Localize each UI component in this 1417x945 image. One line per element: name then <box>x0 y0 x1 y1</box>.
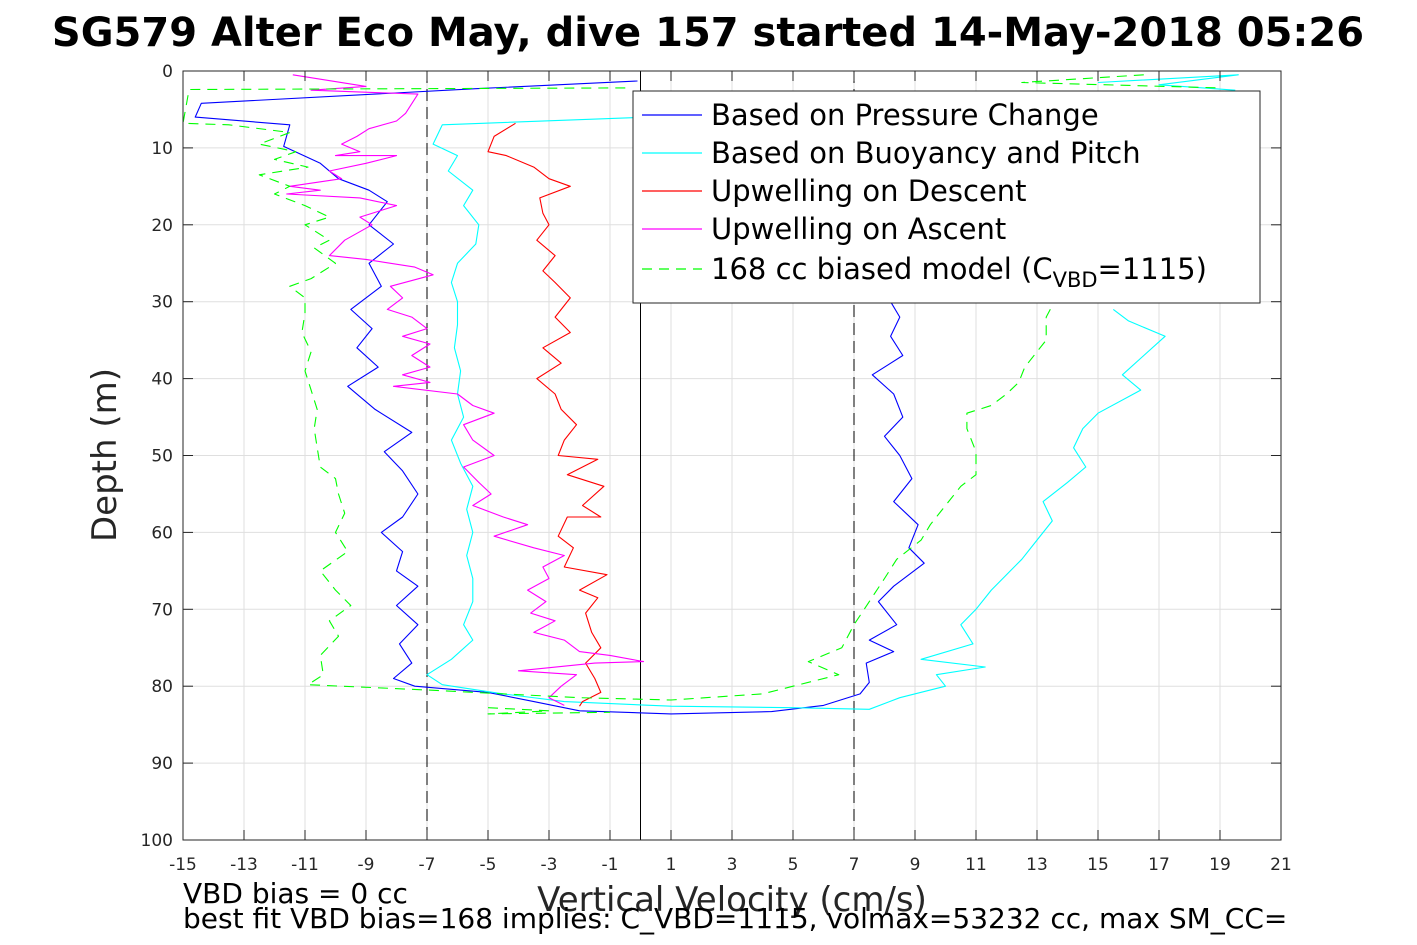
series-line-1 <box>426 116 1166 710</box>
y-tick-label: 40 <box>151 370 173 390</box>
legend: Based on Pressure Change Based on Buoyanc… <box>632 90 1261 304</box>
series-line-4 <box>286 74 645 706</box>
x-tick-label: -3 <box>541 855 558 875</box>
series-line-3 <box>487 122 608 707</box>
y-tick-label: 10 <box>151 139 173 159</box>
series-layer <box>183 74 1239 715</box>
y-tick-label: 90 <box>151 754 173 774</box>
vbd-bias-annotation: VBD bias = 0 cc <box>183 877 408 910</box>
x-tick-label: 19 <box>1209 855 1231 875</box>
x-tick-label: 11 <box>965 855 987 875</box>
x-tick-label: 1 <box>666 855 677 875</box>
x-tick-label: 7 <box>849 855 860 875</box>
y-tick-label: 60 <box>151 523 173 543</box>
x-tick-label: -7 <box>419 855 436 875</box>
y-tick-label: 0 <box>162 62 173 82</box>
x-tick-label: 17 <box>1148 855 1170 875</box>
legend-label-3: Upwelling on Ascent <box>711 212 1006 246</box>
legend-label-text: Upwelling on Ascent <box>711 212 1006 246</box>
axis-ticks <box>182 70 1282 841</box>
y-axis-label: Depth (m) <box>85 368 125 542</box>
x-tick-label: -5 <box>480 855 497 875</box>
legend-label-4: 168 cc biased model (CVBD=1115) <box>711 252 1207 292</box>
legend-label-text: Based on Pressure Change <box>711 98 1099 132</box>
x-tick-label: 5 <box>788 855 799 875</box>
x-tick-label: -15 <box>169 855 197 875</box>
tick-labels: -15 -13 -11 -9 -7 -5 -3 -1 1 3 5 7 9 11 13 15 17 19 210102… <box>141 62 1292 875</box>
x-tick-label: -11 <box>291 855 319 875</box>
chart-title: SG579 Alter Eco May, dive 157 started 14… <box>52 10 1364 56</box>
legend-label-2: Upwelling on Descent <box>711 174 1027 208</box>
x-tick-label: 15 <box>1087 855 1109 875</box>
x-tick-label: -9 <box>358 855 375 875</box>
y-tick-label: 50 <box>151 447 173 467</box>
legend-label-suffix: =1115) <box>1098 252 1207 286</box>
x-tick-label: 9 <box>910 855 921 875</box>
legend-label-subscript: VBD <box>1053 268 1098 292</box>
legend-label-1: Based on Buoyancy and Pitch <box>711 136 1141 170</box>
legend-label-0: Based on Pressure Change <box>711 98 1099 132</box>
series-line-6 <box>1021 74 1221 89</box>
y-tick-label: 70 <box>151 600 173 620</box>
x-tick-label: 3 <box>727 855 738 875</box>
x-tick-label: 13 <box>1026 855 1048 875</box>
x-axis-label: Vertical Velocity (cm/s) <box>537 880 927 920</box>
x-tick-label: 21 <box>1270 855 1292 875</box>
x-tick-label: -1 <box>602 855 619 875</box>
x-tick-label: -13 <box>230 855 258 875</box>
y-tick-label: 30 <box>151 293 173 313</box>
legend-label-text: Upwelling on Descent <box>711 174 1027 208</box>
y-tick-label: 20 <box>151 216 173 236</box>
legend-label-text: 168 cc biased model (C <box>711 252 1053 286</box>
legend-box <box>632 90 1261 304</box>
best-fit-annotation: best fit VBD bias=168 implies: C_VBD=111… <box>183 902 1287 935</box>
legend-label-text: Based on Buoyancy and Pitch <box>711 136 1141 170</box>
y-tick-label: 100 <box>141 831 173 851</box>
series-line-0 <box>194 80 925 715</box>
y-tick-label: 80 <box>151 677 173 697</box>
series-line-7 <box>487 707 611 715</box>
